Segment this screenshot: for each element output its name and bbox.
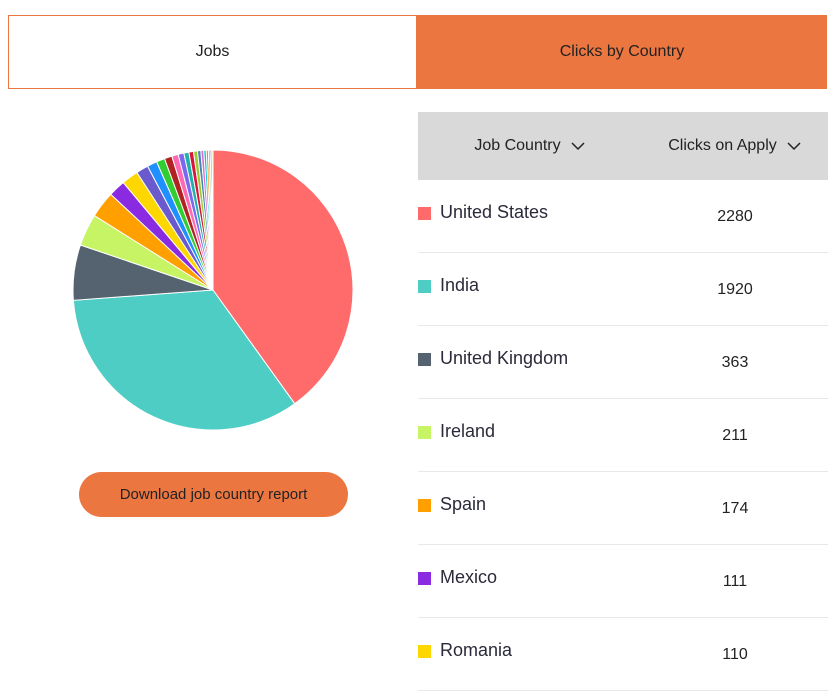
table-row: India 1920 [418, 253, 828, 326]
tab-jobs[interactable]: Jobs [8, 15, 417, 89]
chevron-down-icon [571, 142, 585, 151]
country-color-swatch [418, 353, 431, 366]
clicks-on-apply-column-header[interactable]: Clicks on Apply [641, 137, 828, 155]
country-name: Ireland [440, 421, 496, 441]
download-button-label: Download job country report [119, 486, 308, 503]
table-row: United States 2280 [418, 180, 828, 253]
country-name: United States [440, 202, 549, 222]
clicks-by-country-pie-chart [60, 140, 366, 446]
country-color-swatch [418, 645, 431, 658]
clicks-value: 111 [722, 573, 748, 590]
job-country-header-label: Job Country [474, 137, 561, 154]
table-header: Job Country Clicks on Apply [418, 112, 828, 180]
country-name: Mexico [440, 567, 498, 587]
pie-slice-1[interactable] [72, 289, 296, 431]
chevron-down-icon [787, 142, 801, 151]
tab-clicks-by-country-label: Clicks by Country [559, 43, 685, 60]
country-color-swatch [418, 499, 431, 512]
clicks-by-country-table: Job Country Clicks on Apply United State… [418, 112, 828, 691]
country-name: Spain [440, 494, 487, 514]
country-color-swatch [418, 280, 431, 293]
clicks-value: 211 [722, 427, 748, 444]
table-row: Spain 174 [418, 472, 828, 545]
download-job-country-report-button[interactable]: Download job country report [79, 472, 348, 517]
clicks-value: 2280 [717, 208, 753, 225]
table-body: United States 2280 India 1920 United Kingdom… [418, 180, 828, 691]
table-row: Mexico 111 [418, 545, 828, 618]
clicks-on-apply-header-label: Clicks on Apply [668, 137, 777, 154]
pie-chart-svg [72, 149, 354, 431]
tab-jobs-label: Jobs [195, 43, 230, 60]
country-name: United Kingdom [440, 348, 569, 368]
pie-slice-22[interactable] [211, 149, 214, 291]
clicks-value: 110 [722, 646, 748, 663]
pie-slice-0[interactable] [212, 149, 354, 405]
clicks-value: 363 [721, 354, 749, 371]
clicks-value: 1920 [717, 281, 753, 298]
table-row: United Kingdom 363 [418, 326, 828, 399]
country-color-swatch [418, 207, 431, 220]
tab-bar: Jobs Clicks by Country [8, 15, 827, 89]
tab-clicks-by-country[interactable]: Clicks by Country [417, 15, 827, 89]
table-row: Romania 110 [418, 618, 828, 691]
job-country-column-header[interactable]: Job Country [418, 137, 641, 155]
clicks-value: 174 [721, 500, 749, 517]
table-row: Ireland 211 [418, 399, 828, 472]
country-color-swatch [418, 572, 431, 585]
country-color-swatch [418, 426, 431, 439]
country-name: Romania [440, 640, 513, 660]
country-name: India [440, 275, 480, 295]
